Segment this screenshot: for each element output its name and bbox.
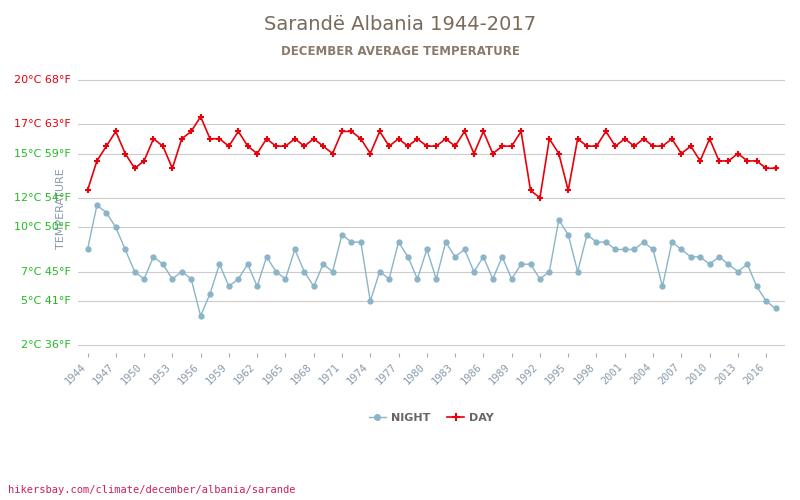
Text: 7°C 45°F: 7°C 45°F: [21, 266, 71, 276]
Text: 15°C 59°F: 15°C 59°F: [14, 148, 71, 158]
Text: 12°C 54°F: 12°C 54°F: [14, 193, 71, 203]
Text: Sarandë Albania 1944-2017: Sarandë Albania 1944-2017: [264, 15, 536, 34]
Text: DECEMBER AVERAGE TEMPERATURE: DECEMBER AVERAGE TEMPERATURE: [281, 45, 519, 58]
Y-axis label: TEMPERATURE: TEMPERATURE: [56, 168, 66, 250]
Text: 17°C 63°F: 17°C 63°F: [14, 119, 71, 129]
Text: hikersbay.com/climate/december/albania/sarande: hikersbay.com/climate/december/albania/s…: [8, 485, 295, 495]
Legend: NIGHT, DAY: NIGHT, DAY: [365, 409, 498, 428]
Text: 20°C 68°F: 20°C 68°F: [14, 75, 71, 85]
Text: 2°C 36°F: 2°C 36°F: [22, 340, 71, 350]
Text: 10°C 50°F: 10°C 50°F: [14, 222, 71, 232]
Text: 5°C 41°F: 5°C 41°F: [22, 296, 71, 306]
